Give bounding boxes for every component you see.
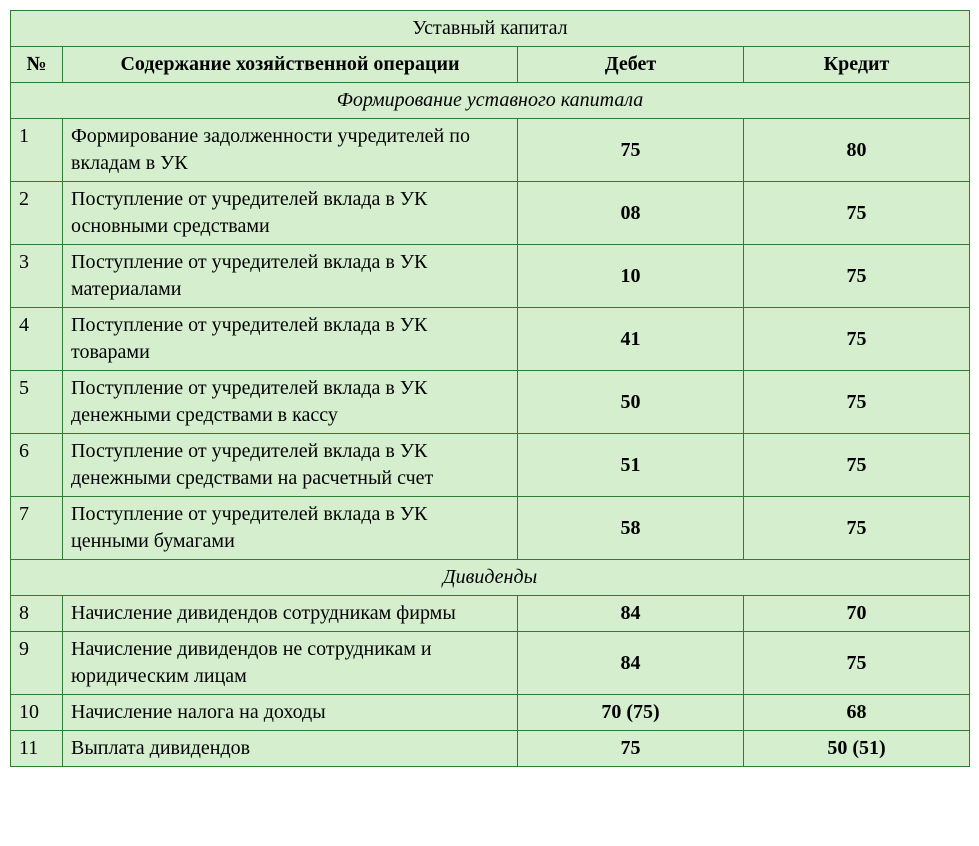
col-header-desc: Содержание хозяйственной операции bbox=[63, 47, 518, 83]
table-row: 3Поступление от учредителей вклада в УК … bbox=[11, 245, 970, 308]
row-debit: 70 (75) bbox=[518, 695, 744, 731]
row-number: 8 bbox=[11, 596, 63, 632]
row-credit: 68 bbox=[744, 695, 970, 731]
table-row: 1Формирование задолженности учредителей … bbox=[11, 119, 970, 182]
row-number: 4 bbox=[11, 308, 63, 371]
table-row: 6Поступление от учредителей вклада в УК … bbox=[11, 434, 970, 497]
row-credit: 80 bbox=[744, 119, 970, 182]
row-credit: 75 bbox=[744, 182, 970, 245]
row-number: 5 bbox=[11, 371, 63, 434]
row-credit: 75 bbox=[744, 434, 970, 497]
col-header-debit: Дебет bbox=[518, 47, 744, 83]
row-debit: 50 bbox=[518, 371, 744, 434]
row-debit: 10 bbox=[518, 245, 744, 308]
table-body: Уставный капитал№Содержание хозяйственно… bbox=[11, 11, 970, 767]
row-credit: 75 bbox=[744, 308, 970, 371]
row-description: Выплата дивидендов bbox=[63, 731, 518, 767]
section-heading-row: Формирование уставного капитала bbox=[11, 83, 970, 119]
table-header-row: №Содержание хозяйственной операцииДебетК… bbox=[11, 47, 970, 83]
section-heading: Дивиденды bbox=[11, 560, 970, 596]
row-debit: 41 bbox=[518, 308, 744, 371]
row-description: Поступление от учредителей вклада в УК д… bbox=[63, 434, 518, 497]
row-number: 10 bbox=[11, 695, 63, 731]
row-description: Начисление дивидендов не сотрудникам и ю… bbox=[63, 632, 518, 695]
row-description: Начисление налога на доходы bbox=[63, 695, 518, 731]
row-number: 3 bbox=[11, 245, 63, 308]
accounting-table: Уставный капитал№Содержание хозяйственно… bbox=[10, 10, 970, 767]
row-debit: 84 bbox=[518, 632, 744, 695]
row-debit: 08 bbox=[518, 182, 744, 245]
row-description: Начисление дивидендов сотрудникам фирмы bbox=[63, 596, 518, 632]
row-description: Поступление от учредителей вклада в УК м… bbox=[63, 245, 518, 308]
row-description: Поступление от учредителей вклада в УК д… bbox=[63, 371, 518, 434]
table-title: Уставный капитал bbox=[11, 11, 970, 47]
row-number: 6 bbox=[11, 434, 63, 497]
table-row: 9Начисление дивидендов не сотрудникам и … bbox=[11, 632, 970, 695]
row-debit: 84 bbox=[518, 596, 744, 632]
row-number: 7 bbox=[11, 497, 63, 560]
table-row: 8Начисление дивидендов сотрудникам фирмы… bbox=[11, 596, 970, 632]
table-row: 4Поступление от учредителей вклада в УК … bbox=[11, 308, 970, 371]
row-debit: 58 bbox=[518, 497, 744, 560]
row-number: 2 bbox=[11, 182, 63, 245]
row-credit: 70 bbox=[744, 596, 970, 632]
row-description: Поступление от учредителей вклада в УК т… bbox=[63, 308, 518, 371]
table-row: 10Начисление налога на доходы70 (75)68 bbox=[11, 695, 970, 731]
row-description: Поступление от учредителей вклада в УК о… bbox=[63, 182, 518, 245]
row-description: Поступление от учредителей вклада в УК ц… bbox=[63, 497, 518, 560]
row-number: 11 bbox=[11, 731, 63, 767]
table-row: 5Поступление от учредителей вклада в УК … bbox=[11, 371, 970, 434]
row-debit: 75 bbox=[518, 731, 744, 767]
row-credit: 50 (51) bbox=[744, 731, 970, 767]
row-credit: 75 bbox=[744, 632, 970, 695]
row-number: 1 bbox=[11, 119, 63, 182]
table-row: 11Выплата дивидендов7550 (51) bbox=[11, 731, 970, 767]
section-heading: Формирование уставного капитала bbox=[11, 83, 970, 119]
col-header-credit: Кредит bbox=[744, 47, 970, 83]
table-row: 2Поступление от учредителей вклада в УК … bbox=[11, 182, 970, 245]
row-credit: 75 bbox=[744, 371, 970, 434]
row-debit: 51 bbox=[518, 434, 744, 497]
table-title-row: Уставный капитал bbox=[11, 11, 970, 47]
row-description: Формирование задолженности учредителей п… bbox=[63, 119, 518, 182]
section-heading-row: Дивиденды bbox=[11, 560, 970, 596]
row-debit: 75 bbox=[518, 119, 744, 182]
row-credit: 75 bbox=[744, 497, 970, 560]
row-number: 9 bbox=[11, 632, 63, 695]
table-row: 7Поступление от учредителей вклада в УК … bbox=[11, 497, 970, 560]
row-credit: 75 bbox=[744, 245, 970, 308]
col-header-num: № bbox=[11, 47, 63, 83]
